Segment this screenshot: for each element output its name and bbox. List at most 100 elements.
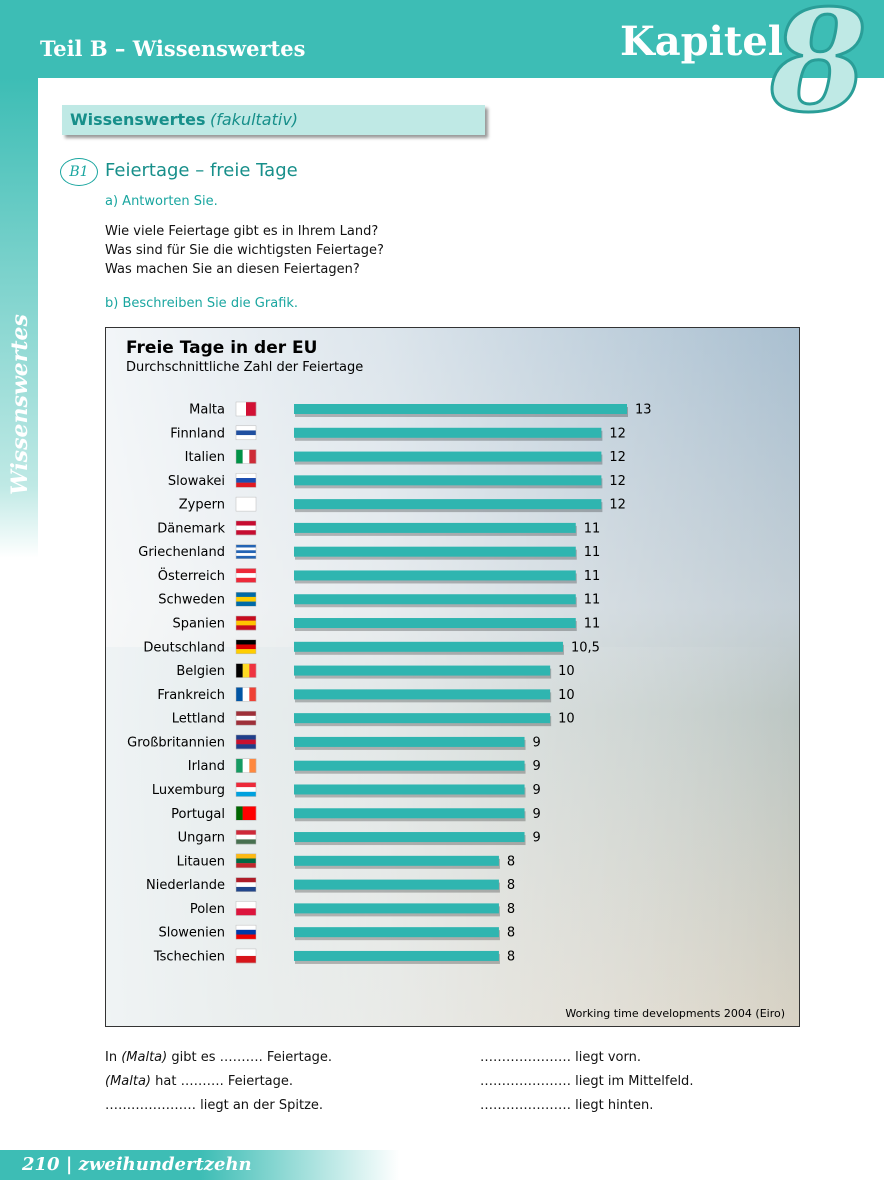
flag [236,839,256,845]
value-label: 11 [584,545,601,560]
chart-source: Working time developments 2004 (Eiro) [565,1007,785,1020]
bar [294,618,576,629]
value-label: 10 [558,664,575,679]
flag [236,544,256,548]
flag-border [235,639,257,655]
category-label: Belgien [176,664,225,679]
flag [236,555,256,559]
bar [294,713,551,724]
fill-line: (Malta) hat ………. Feiertage. [105,1070,332,1094]
flag [249,449,257,464]
flag-border [235,449,257,464]
section-title: Wissenswertes [70,110,206,129]
flag [242,806,250,821]
flag [236,525,256,531]
section-box: Wissenswertes (fakultativ) [62,105,485,135]
bar [294,404,627,414]
category-label: Slowenien [158,926,225,941]
fill-line: ………………… liegt hinten. [480,1094,693,1118]
value-label: 12 [609,426,626,441]
category-label: Polen [190,902,225,917]
value-label: 12 [609,498,626,513]
flag [236,886,256,892]
flag-border [235,520,257,536]
blank: ………. [180,1074,224,1089]
flag-border [235,877,257,892]
flag-border [235,473,257,488]
value-label: 9 [533,759,541,774]
value-label: 10 [558,688,575,703]
value-label: 11 [584,521,601,536]
flag-border [235,948,257,964]
fill-line: ………………… liegt an der Spitze. [105,1094,332,1118]
flag [236,601,256,607]
category-label: Malta [189,403,225,418]
header-part: Teil B – Wissenswertes [40,36,306,61]
flag [236,568,256,574]
page-number: 210 [22,1154,60,1175]
bar [294,499,602,510]
bar [294,665,551,676]
bar [294,475,602,486]
bar [294,760,525,771]
flag [236,449,243,464]
question: Wie viele Feiertage gibt es in Ihrem Lan… [105,224,379,239]
badge: B1 [60,158,98,186]
question: Was machen Sie an diesen Feiertagen? [105,262,360,277]
flag-border [235,615,257,631]
exercise-title: Feiertage – freie Tage [105,160,298,181]
category-label: Irland [188,759,225,774]
question: Was sind für Sie die wichtigsten Feierta… [105,243,384,258]
value-label: 12 [609,450,626,465]
fill-in-left: In (Malta) gibt es ………. Feiertage. (Malt… [105,1046,332,1118]
flag [236,649,256,654]
task-a: a) Antworten Sie. [105,194,218,209]
bar [294,594,576,605]
flag [236,853,256,859]
flag [236,739,256,745]
flag [236,948,256,957]
category-label: Italien [185,450,225,465]
flag-border [235,806,257,821]
flag [236,744,256,750]
bar [294,427,602,438]
value-label: 8 [507,854,515,869]
value-label: 9 [533,735,541,750]
value-label: 11 [584,593,601,608]
bar [294,522,576,533]
value-label: 8 [507,878,515,893]
category-label: Zypern [179,498,225,513]
chart-border [105,327,800,1027]
flag [236,592,256,598]
flag [236,901,256,909]
category-label: Großbritannien [127,735,225,750]
category-label: Griechenland [138,545,225,560]
flag [236,882,256,888]
bar [294,832,525,843]
flag-border [235,401,257,417]
flag-border [235,663,257,678]
value-label: 9 [533,831,541,846]
value-label: 12 [609,474,626,489]
flag [236,929,256,935]
flag [236,547,256,551]
flag [236,425,256,431]
text: In [105,1050,122,1065]
flag [246,402,257,416]
flag [236,616,256,621]
flag [236,577,256,583]
text: Feiertage. [262,1050,333,1065]
flag [249,806,257,821]
blank: ………………… [480,1098,571,1113]
flag [236,430,256,436]
value-label: 11 [584,569,601,584]
flag [236,925,256,931]
flag [236,620,256,626]
bar [294,903,499,914]
flag [236,863,256,869]
fill-in-right: ………………… liegt vorn. ………………… liegt im Mit… [480,1046,693,1118]
flag-border [235,853,257,869]
flag [249,687,257,702]
flag [242,663,250,678]
